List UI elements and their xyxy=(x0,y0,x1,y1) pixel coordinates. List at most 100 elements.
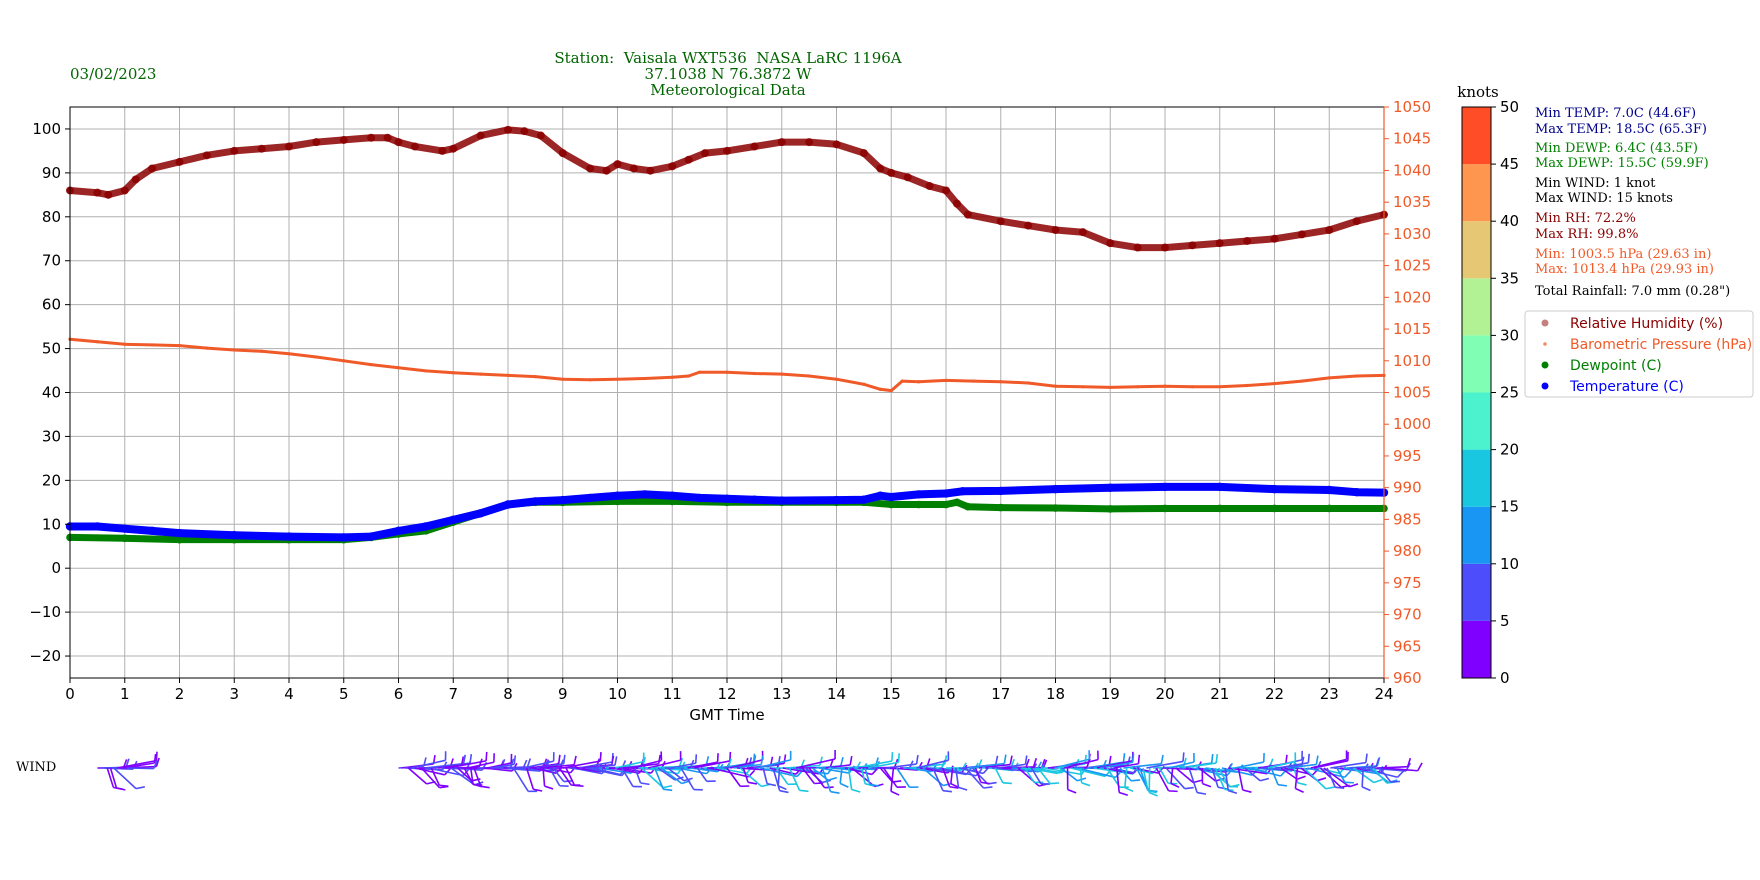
series-rh-point xyxy=(684,155,693,164)
wind-barb-flag xyxy=(1192,779,1203,784)
wind-barb-flag xyxy=(766,782,777,787)
wind-barb-flag xyxy=(462,754,467,764)
series-temperature-point xyxy=(1325,485,1334,495)
x-tick-label: 2 xyxy=(175,685,185,703)
wind-barb xyxy=(525,767,535,790)
x-tick-label: 14 xyxy=(827,685,846,703)
right-tick-label: 1025 xyxy=(1393,257,1431,275)
wind-barb xyxy=(651,767,681,771)
wind-barb xyxy=(1070,767,1106,778)
wind-barb xyxy=(1237,767,1244,791)
colorbar-segment xyxy=(1462,335,1491,393)
wind-barb-flag xyxy=(1307,753,1310,763)
wind-barb-flag xyxy=(819,756,823,766)
x-tick-label: 3 xyxy=(229,685,239,703)
x-tick-label: 0 xyxy=(65,685,75,703)
wind-barb xyxy=(742,767,749,783)
series-temperature-point xyxy=(859,495,869,504)
wind-barb xyxy=(634,767,642,784)
wind-barb-flag xyxy=(557,754,561,764)
series-temperature-point xyxy=(695,493,704,503)
series-pressure-point xyxy=(232,348,236,352)
wind-barb xyxy=(126,767,154,770)
wind-barb-flag xyxy=(777,785,787,791)
wind-barb-flag xyxy=(678,757,684,767)
wind-barb xyxy=(854,760,893,769)
series-pressure-point xyxy=(342,359,346,363)
series-rh-point xyxy=(952,199,961,208)
wind-barb-flag xyxy=(1224,788,1234,792)
wind-barb xyxy=(647,759,681,769)
wind-barb xyxy=(896,767,911,788)
right-tick-label: 970 xyxy=(1393,606,1422,624)
wind-barb xyxy=(1330,761,1367,769)
series-rh-point xyxy=(629,164,638,173)
series-pressure-point xyxy=(725,370,729,374)
wind-barb-flag xyxy=(830,790,840,794)
series-temperature-point xyxy=(640,490,650,499)
series-temperature-point xyxy=(1352,488,1361,497)
series-rh-point xyxy=(148,164,157,173)
wind-barb-flag xyxy=(1259,777,1270,782)
right-tick-label: 975 xyxy=(1393,574,1422,592)
series-rh-point xyxy=(131,175,140,184)
wind-barb xyxy=(860,767,866,784)
x-axis: 0 1 2 3 4 5 6 7 8 9 10 11 12 13 14 15 16 17 18 19 20 21 22 23 24 xyxy=(65,678,1394,703)
wind-barb xyxy=(955,767,960,788)
wind-barb xyxy=(1267,760,1296,769)
wind-barb xyxy=(1343,767,1378,775)
wind-barb xyxy=(558,767,572,786)
series-rh-point xyxy=(339,135,348,144)
wind-barb xyxy=(726,767,741,787)
wind-barb xyxy=(1182,762,1217,769)
wind-barb xyxy=(411,759,446,769)
wind-barb xyxy=(882,767,898,788)
series-rh-point xyxy=(646,166,655,175)
wind-barb xyxy=(539,763,575,769)
wind-barb xyxy=(420,767,441,789)
series-rh-point xyxy=(558,149,567,158)
series-pressure-point xyxy=(862,382,866,386)
wind-barb-flag xyxy=(1131,753,1135,763)
series-layer xyxy=(65,125,1389,544)
legend-marker xyxy=(1541,361,1549,369)
wind-barb xyxy=(469,767,474,785)
wind-barb xyxy=(756,759,791,769)
wind-barb xyxy=(562,760,601,769)
x-tick-label: 22 xyxy=(1265,685,1284,703)
series-pressure-point xyxy=(780,372,784,376)
series-temperature-point xyxy=(147,526,157,536)
summary-line: Total Rainfall: 7.0 mm (0.28") xyxy=(1535,284,1730,299)
left-tick-label: 70 xyxy=(42,252,61,270)
wind-barb-flag xyxy=(1108,755,1112,766)
wind-barb xyxy=(762,767,768,784)
wind-barb xyxy=(801,767,815,784)
series-rh-point xyxy=(1106,239,1115,248)
series-rh-point xyxy=(903,173,912,182)
series-rh-point xyxy=(777,138,786,147)
wind-barb xyxy=(1124,767,1128,788)
wind-barb xyxy=(1152,765,1184,769)
wind-barb xyxy=(1044,767,1082,776)
wind-barb xyxy=(565,767,576,786)
wind-barb-flag xyxy=(994,755,999,765)
wind-barb xyxy=(1361,767,1364,787)
wind-barbs xyxy=(97,750,1423,797)
series-pressure-point xyxy=(205,346,209,350)
wind-barb xyxy=(839,767,843,784)
series-temperature-point xyxy=(531,497,540,506)
series-dewpoint-point xyxy=(914,500,923,509)
wind-barb xyxy=(845,767,873,776)
x-tick-label: 11 xyxy=(663,685,682,703)
left-tick-label: 0 xyxy=(51,559,61,577)
series-pressure-point xyxy=(1272,382,1277,386)
series-rh-point xyxy=(1188,241,1197,250)
wind-barb-flag xyxy=(897,753,900,763)
wind-barb xyxy=(1146,760,1184,769)
wind-barb xyxy=(657,767,676,781)
wind-barb xyxy=(818,767,850,774)
series-temperature-point xyxy=(1215,482,1224,492)
wind-barb xyxy=(1234,761,1264,769)
series-dewpoint-point xyxy=(1215,504,1224,513)
series-dewpoint-point xyxy=(887,500,896,509)
